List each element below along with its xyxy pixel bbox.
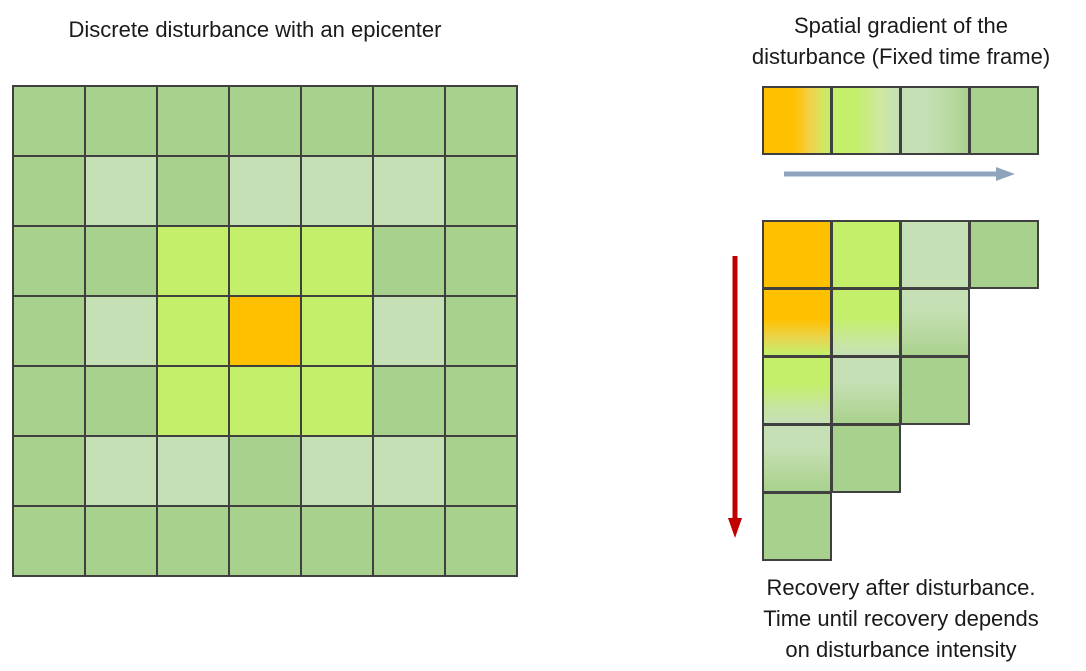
spatial-direction-arrow — [784, 167, 1015, 181]
grid-cell-r5-c6 — [374, 367, 444, 435]
grid-cell-r7-c4 — [230, 507, 300, 575]
recovery-cell — [831, 288, 901, 357]
grid-cell-r3-c6 — [374, 227, 444, 295]
grid-cell-r7-c2 — [86, 507, 156, 575]
grid-cell-r3-c3 — [158, 227, 228, 295]
grid-cell-r6-c4 — [230, 437, 300, 505]
grid-cell-r5-c3 — [158, 367, 228, 435]
spatial-gradient-row — [762, 86, 1039, 155]
gradient-cell-2 — [831, 86, 901, 155]
grid-cell-r1-c6 — [374, 87, 444, 155]
grid-cell-r6-c6 — [374, 437, 444, 505]
grid-cell-r5-c5 — [302, 367, 372, 435]
grid-cell-r7-c1 — [14, 507, 84, 575]
grid-cell-r7-c5 — [302, 507, 372, 575]
grid-cell-r3-c1 — [14, 227, 84, 295]
time-direction-arrow — [728, 256, 742, 538]
grid-cell-r5-c2 — [86, 367, 156, 435]
grid-cell-r2-c4 — [230, 157, 300, 225]
recovery-cell — [900, 356, 970, 425]
caption-line-3: on disturbance intensity — [785, 637, 1017, 662]
grid-cell-r6-c7 — [446, 437, 516, 505]
grid-cell-r4-c1 — [14, 297, 84, 365]
recovery-cell — [831, 220, 901, 289]
gradient-cell-3 — [900, 86, 970, 155]
grid-cell-r3-c2 — [86, 227, 156, 295]
recovery-cell — [969, 220, 1039, 289]
grid-cell-r3-c4 — [230, 227, 300, 295]
grid-cell-r2-c6 — [374, 157, 444, 225]
grid-cell-r6-c2 — [86, 437, 156, 505]
left-panel-title: Discrete disturbance with an epicenter — [68, 17, 442, 42]
grid-cell-r2-c5 — [302, 157, 372, 225]
grid-cell-r1-c7 — [446, 87, 516, 155]
disturbance-grid — [12, 85, 518, 577]
recovery-cell — [762, 220, 832, 289]
grid-cell-r1-c5 — [302, 87, 372, 155]
recovery-staircase — [762, 220, 1039, 561]
grid-cell-r3-c7 — [446, 227, 516, 295]
grid-cell-r1-c3 — [158, 87, 228, 155]
grid-cell-r4-c2 — [86, 297, 156, 365]
grid-cell-r4-c4 — [230, 297, 300, 365]
grid-cell-r7-c7 — [446, 507, 516, 575]
grid-cell-r2-c1 — [14, 157, 84, 225]
recovery-cell — [762, 424, 832, 493]
recovery-cell — [900, 220, 970, 289]
grid-cell-r5-c1 — [14, 367, 84, 435]
grid-cell-r1-c2 — [86, 87, 156, 155]
caption-line-2: Time until recovery depends — [763, 606, 1039, 631]
right-panel-title: Spatial gradient of the disturbance (Fix… — [716, 10, 1086, 72]
grid-cell-r5-c7 — [446, 367, 516, 435]
grid-cell-r6-c1 — [14, 437, 84, 505]
grid-cell-r4-c7 — [446, 297, 516, 365]
recovery-cell — [900, 288, 970, 357]
recovery-cell — [762, 356, 832, 425]
grid-cell-r1-c4 — [230, 87, 300, 155]
grid-cell-r5-c4 — [230, 367, 300, 435]
caption-line-1: Recovery after disturbance. — [766, 575, 1036, 600]
gradient-cell-1 — [762, 86, 832, 155]
grid-cell-r4-c5 — [302, 297, 372, 365]
grid-cell-r1-c1 — [14, 87, 84, 155]
grid-cell-r2-c7 — [446, 157, 516, 225]
gradient-cell-4 — [969, 86, 1039, 155]
grid-cell-r2-c2 — [86, 157, 156, 225]
grid-cell-r4-c6 — [374, 297, 444, 365]
grid-cell-r2-c3 — [158, 157, 228, 225]
grid-cell-r6-c3 — [158, 437, 228, 505]
grid-cell-r4-c3 — [158, 297, 228, 365]
recovery-caption: Recovery after disturbance. Time until r… — [716, 572, 1086, 665]
recovery-cell — [831, 424, 901, 493]
recovery-cell — [831, 356, 901, 425]
grid-cell-r7-c6 — [374, 507, 444, 575]
right-title-line-2: disturbance (Fixed time frame) — [751, 44, 1051, 69]
grid-cell-r7-c3 — [158, 507, 228, 575]
recovery-cell — [762, 492, 832, 561]
grid-cell-r6-c5 — [302, 437, 372, 505]
right-title-line-1: Spatial gradient of the — [793, 13, 1009, 38]
recovery-cell — [762, 288, 832, 357]
grid-cell-r3-c5 — [302, 227, 372, 295]
